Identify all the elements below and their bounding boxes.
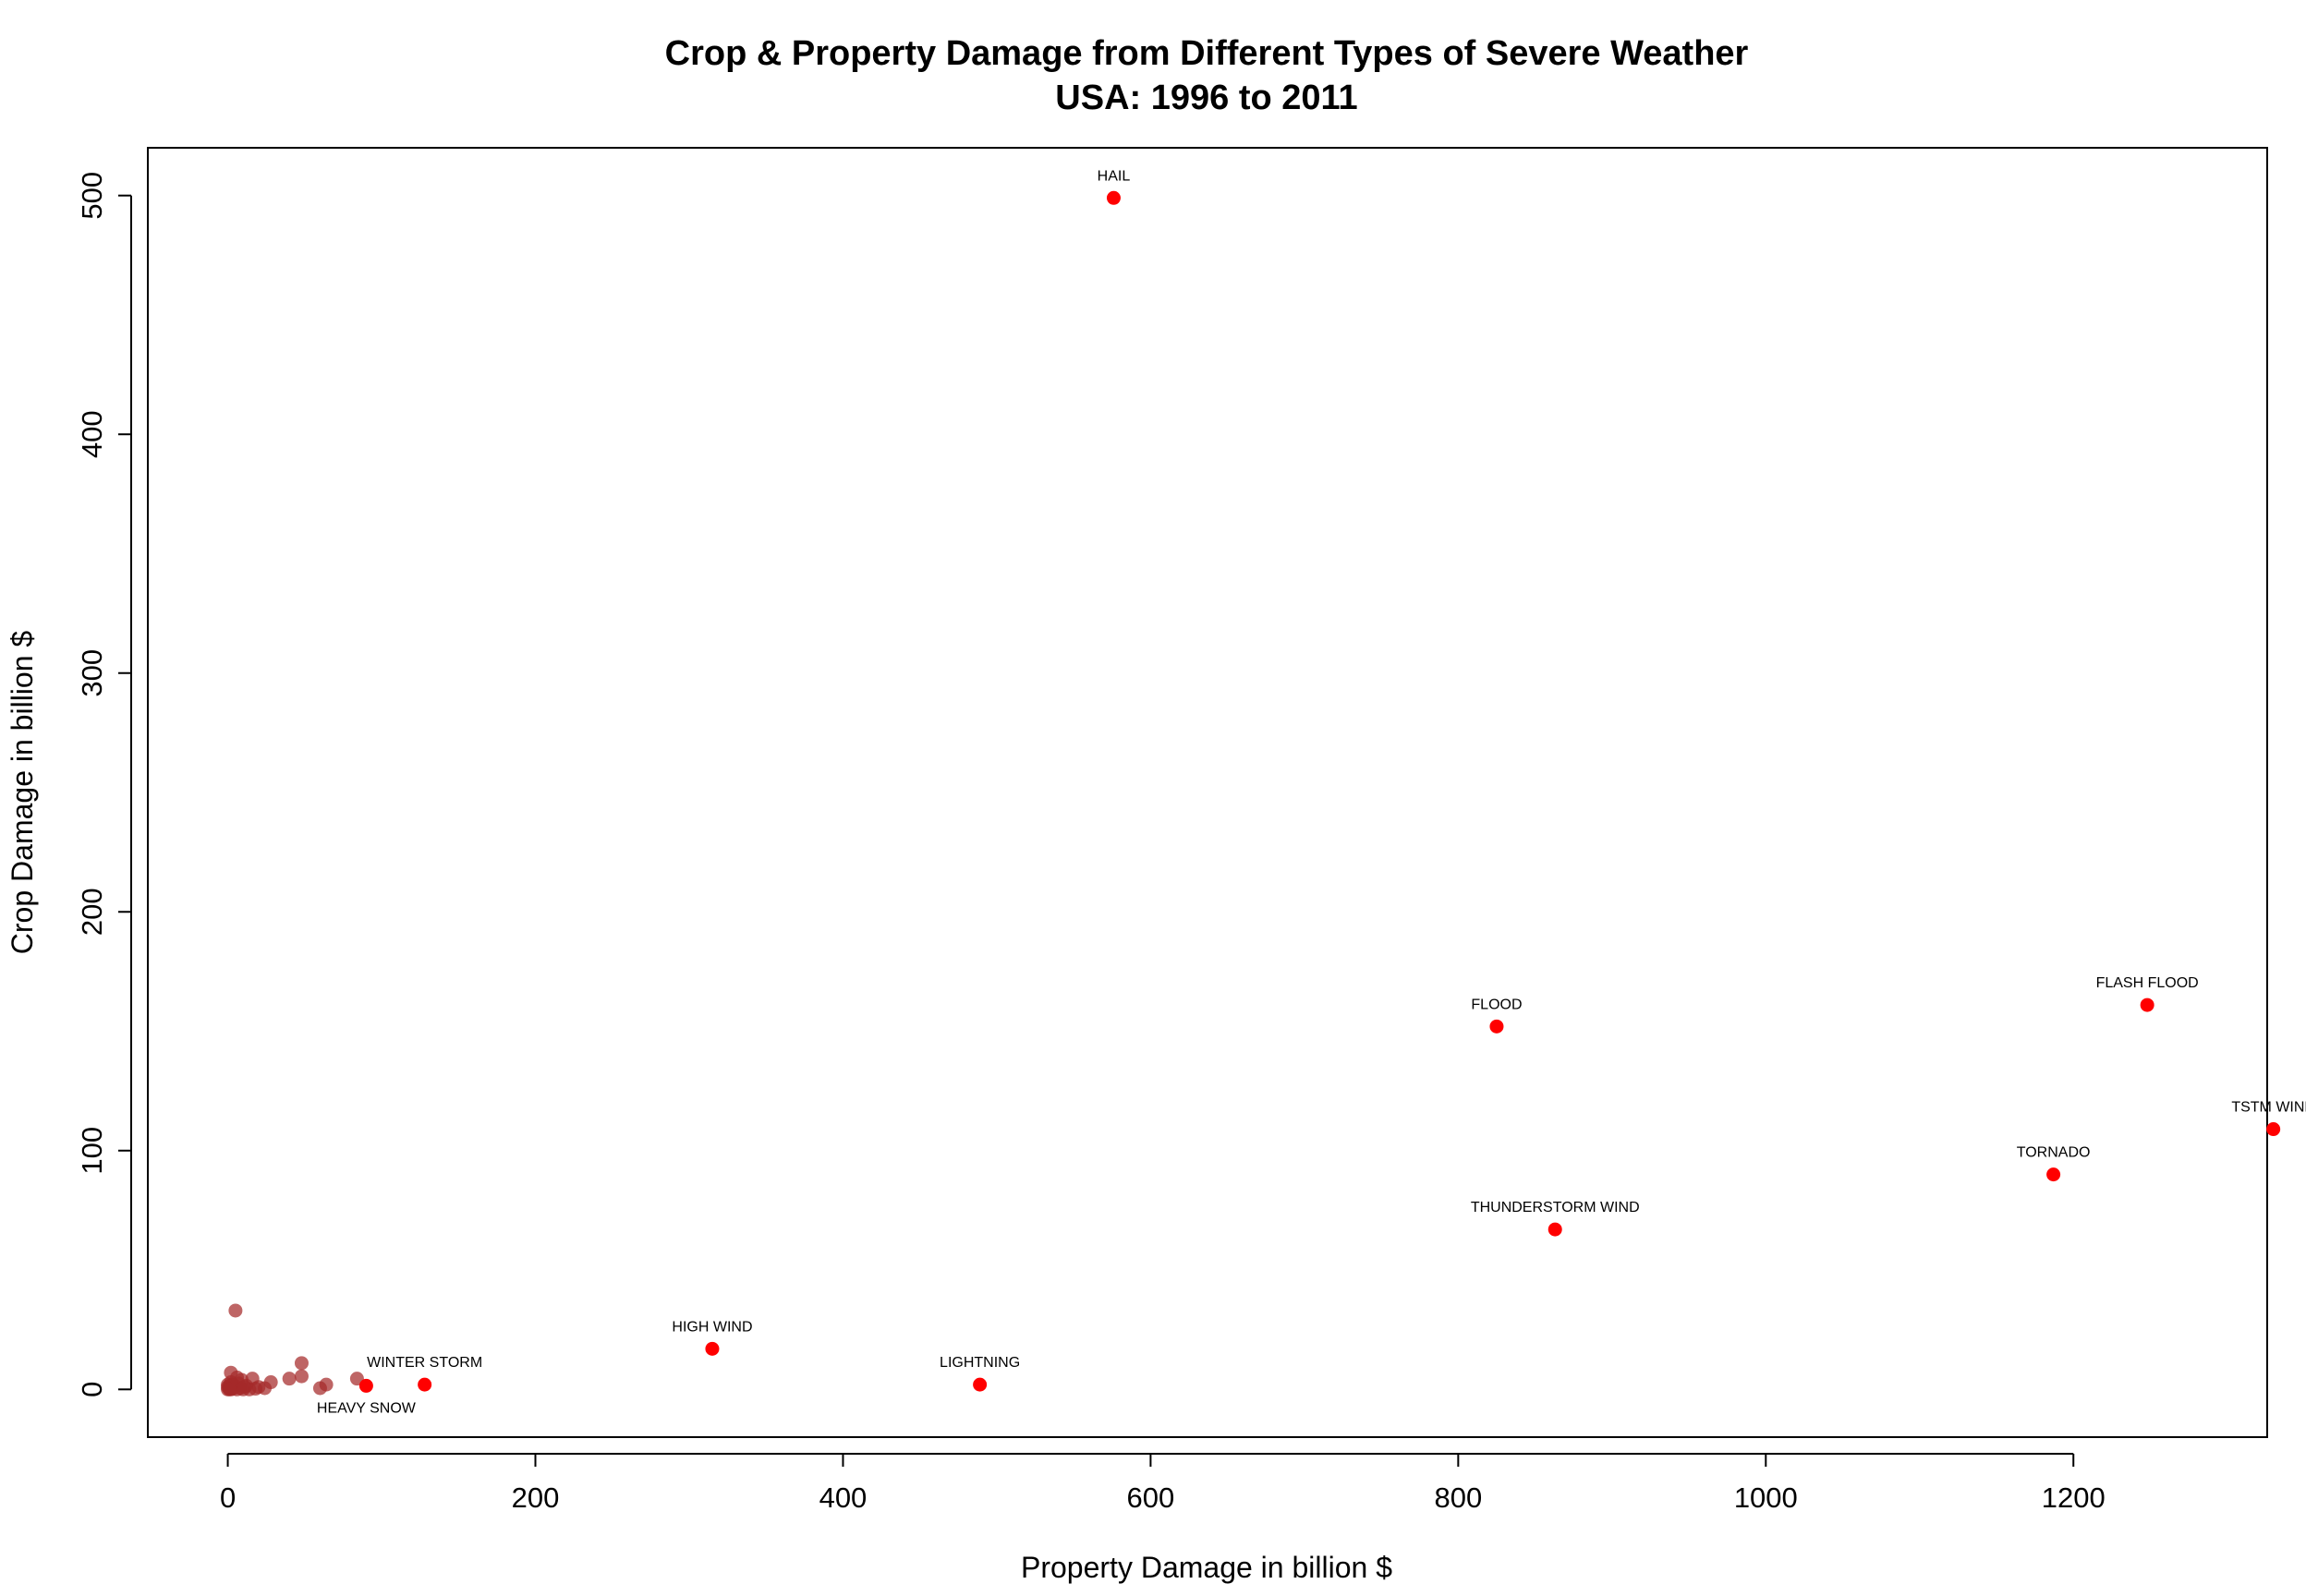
x-axis: 0 200 400 600 800 1000 1200 (220, 1453, 2106, 1514)
y-tick-label: 100 (76, 1127, 108, 1175)
y-tick-label: 400 (76, 410, 108, 458)
x-tick-label: 0 (220, 1481, 236, 1514)
x-axis-label: Property Damage in billion $ (1021, 1551, 1392, 1584)
point-label: FLASH FLOOD (2096, 975, 2199, 991)
data-point-highlighted (358, 1378, 373, 1393)
plot-frame (147, 147, 2268, 1438)
other-event-points (221, 1303, 364, 1396)
point-label: HIGH WIND (672, 1319, 752, 1335)
data-point-highlighted (1547, 1222, 1562, 1237)
x-tick-label: 400 (819, 1481, 868, 1514)
data-point-highlighted (1106, 190, 1121, 205)
point-label: TSTM WIND (2231, 1100, 2306, 1116)
data-point-highlighted (705, 1341, 720, 1356)
data-point-highlighted (2266, 1122, 2281, 1137)
data-point-highlighted (418, 1377, 432, 1392)
chart-title: Crop & Property Damage from Different Ty… (665, 34, 1749, 73)
data-point (312, 1381, 327, 1396)
data-point (249, 1382, 263, 1396)
chart-subtitle: USA: 1996 to 2011 (1055, 79, 1357, 117)
data-point-highlighted (973, 1377, 988, 1392)
y-axis-label: Crop Damage in billion $ (6, 631, 39, 955)
point-labels: HAIL FLOOD FLASH FLOOD TSTM WIND TORNADO THUN… (317, 168, 2306, 1416)
point-label: HEAVY SNOW (317, 1400, 417, 1416)
data-point (237, 1380, 252, 1395)
data-point (222, 1382, 237, 1396)
point-label: TORNADO (2017, 1145, 2091, 1161)
y-axis: 0 100 200 300 400 500 (76, 172, 132, 1397)
y-tick-label: 200 (76, 888, 108, 936)
data-point (294, 1356, 309, 1371)
data-point-highlighted (2140, 998, 2154, 1012)
data-point-highlighted (2046, 1167, 2061, 1182)
x-tick-label: 600 (1127, 1481, 1175, 1514)
x-tick-label: 1000 (1734, 1481, 1798, 1514)
data-point-highlighted (1489, 1019, 1504, 1034)
highlighted-event-points (358, 190, 2281, 1393)
y-tick-label: 0 (76, 1382, 108, 1397)
data-point (282, 1372, 297, 1386)
point-label: THUNDERSTORM WIND (1471, 1200, 1640, 1215)
x-tick-label: 800 (1434, 1481, 1482, 1514)
data-point (228, 1303, 243, 1318)
y-tick-label: 300 (76, 649, 108, 697)
x-tick-label: 200 (512, 1481, 560, 1514)
x-tick-label: 1200 (2042, 1481, 2106, 1514)
point-label: HAIL (1098, 168, 1131, 184)
y-tick-label: 500 (76, 172, 108, 220)
point-label: FLOOD (1471, 997, 1522, 1012)
point-label: WINTER STORM (367, 1355, 482, 1371)
point-label: LIGHTNING (940, 1355, 1020, 1371)
data-point (294, 1369, 309, 1384)
